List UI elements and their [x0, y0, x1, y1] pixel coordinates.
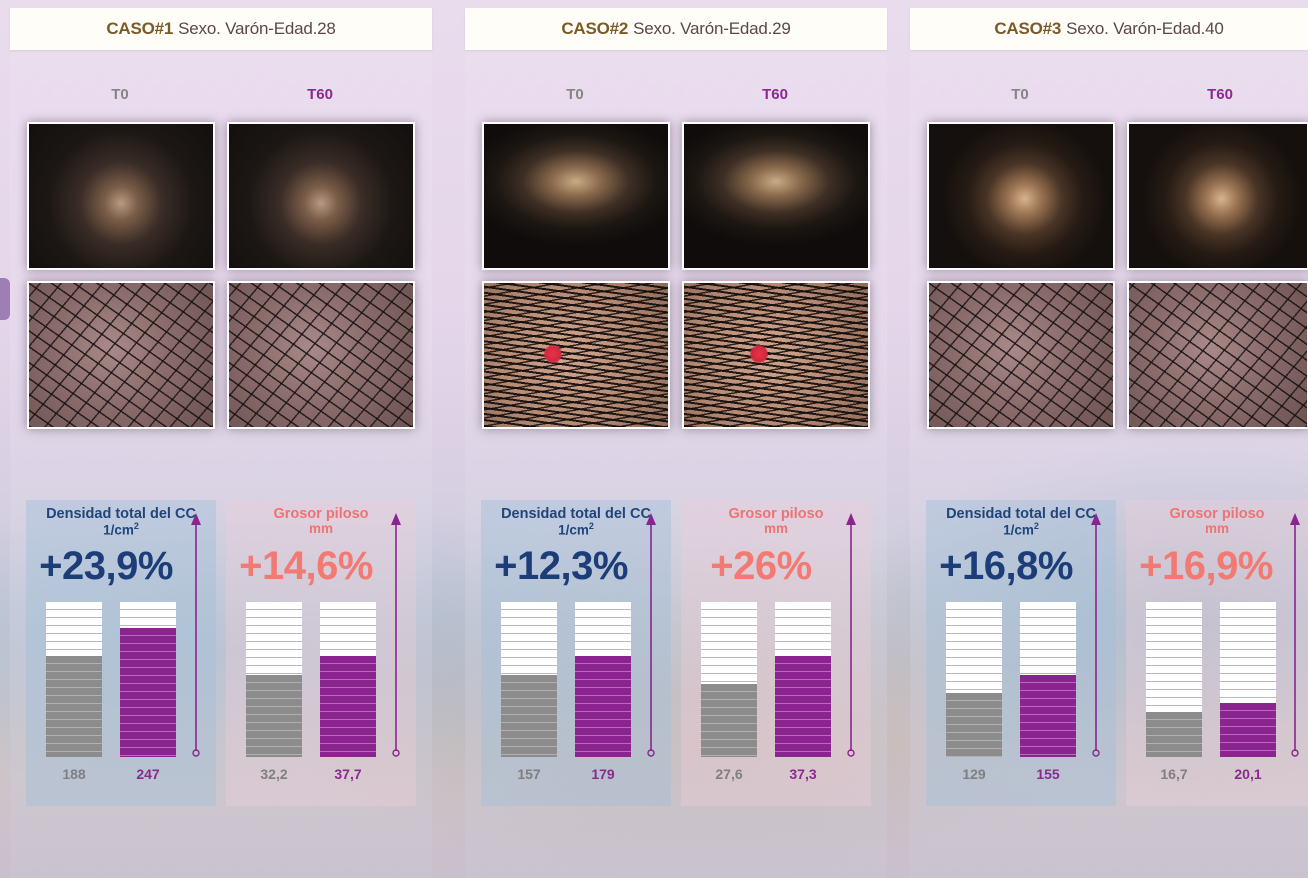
marker-dot — [544, 345, 562, 363]
trichoscopy-photo-t0 — [27, 281, 215, 429]
thickness-bar-t0-fill — [1146, 712, 1202, 757]
case-id: CASO#3 — [994, 19, 1062, 38]
case-id: CASO#2 — [561, 19, 629, 38]
density-value-t0: 157 — [517, 766, 541, 782]
density-title: Densidad total del CC — [501, 506, 651, 522]
density-unit: 1/cm2 — [1003, 521, 1039, 538]
thickness-value-t60: 20,1 — [1234, 766, 1262, 782]
thickness-bar-t0 — [1146, 602, 1202, 757]
thickness-bar-t0 — [246, 602, 302, 757]
thickness-panel: Grosor piloso mm +14,6% 32,2 37,7 — [226, 500, 416, 806]
trichoscopy-photo-t0 — [482, 281, 670, 429]
thickness-change: +16,9% — [1139, 544, 1273, 588]
thickness-bar-t0-fill — [701, 684, 757, 757]
density-bar-t60-fill — [575, 656, 631, 757]
thickness-title: Grosor piloso — [1169, 506, 1265, 522]
thickness-unit: mm — [308, 521, 333, 536]
marker-dot — [750, 345, 768, 363]
thickness-change: +26% — [710, 544, 812, 588]
increase-arrow-icon — [391, 513, 401, 757]
density-panel: Densidad total del CC 1/cm2 +16,8% 129 1… — [926, 500, 1116, 806]
thickness-unit: mm — [763, 521, 788, 536]
scalp-top-photo-t60 — [1127, 122, 1308, 270]
case-header: CASO#1 Sexo. Varón-Edad.28 — [10, 8, 432, 50]
thickness-bar-t60-fill — [320, 656, 376, 757]
case-id: CASO#1 — [106, 19, 174, 38]
increase-arrow-icon — [846, 513, 856, 757]
case-description: Sexo. Varón-Edad.40 — [1066, 19, 1224, 38]
increase-arrow-icon — [646, 513, 656, 757]
density-bar-t0 — [946, 602, 1002, 757]
scalp-top-photo-t0 — [482, 122, 670, 270]
thickness-bar-t0-fill — [246, 674, 302, 757]
t60-label: T60 — [1207, 86, 1233, 103]
case-card-1: CASO#1 Sexo. Varón-Edad.28 T0 T60 Densid… — [10, 8, 432, 878]
scalp-top-photo-t0 — [27, 122, 215, 270]
density-panel: Densidad total del CC 1/cm2 +23,9% 188 2… — [26, 500, 216, 806]
trichoscopy-photo-t0 — [927, 281, 1115, 429]
density-bar-t60 — [120, 602, 176, 757]
density-panel: Densidad total del CC 1/cm2 +12,3% 157 1… — [481, 500, 671, 806]
density-title: Densidad total del CC — [46, 506, 196, 522]
case-description: Sexo. Varón-Edad.28 — [178, 19, 336, 38]
trichoscopy-photo-t60 — [227, 281, 415, 429]
thickness-value-t60: 37,3 — [789, 766, 817, 782]
trichoscopy-photo-t60 — [682, 281, 870, 429]
side-tab-marker — [0, 278, 10, 320]
t0-label: T0 — [566, 86, 584, 103]
density-bar-t60-fill — [120, 628, 176, 757]
density-bar-t60-fill — [1020, 674, 1076, 757]
thickness-change: +14,6% — [239, 544, 373, 588]
t0-label: T0 — [1011, 86, 1029, 103]
thickness-title: Grosor piloso — [728, 506, 824, 522]
density-bar-t60 — [575, 602, 631, 757]
density-change: +16,8% — [939, 544, 1073, 588]
increase-arrow-icon — [1091, 513, 1101, 757]
case-header: CASO#3 Sexo. Varón-Edad.40 — [910, 8, 1308, 50]
density-bar-t0 — [46, 602, 102, 757]
case-header: CASO#2 Sexo. Varón-Edad.29 — [465, 8, 887, 50]
thickness-bar-t60 — [320, 602, 376, 757]
t60-label: T60 — [307, 86, 333, 103]
thickness-bar-t60 — [1220, 602, 1276, 757]
density-value-t60: 247 — [136, 766, 160, 782]
density-unit: 1/cm2 — [103, 521, 139, 538]
thickness-value-t60: 37,7 — [334, 766, 362, 782]
thickness-bar-t60-fill — [775, 656, 831, 757]
thickness-bar-t60 — [775, 602, 831, 757]
thickness-bar-t60-fill — [1220, 702, 1276, 757]
density-bar-t0-fill — [46, 656, 102, 757]
thickness-unit: mm — [1204, 521, 1229, 536]
density-value-t60: 179 — [591, 766, 615, 782]
case-description: Sexo. Varón-Edad.29 — [633, 19, 791, 38]
density-value-t60: 155 — [1036, 766, 1060, 782]
density-change: +12,3% — [494, 544, 628, 588]
increase-arrow-icon — [191, 513, 201, 757]
trichoscopy-photo-t60 — [1127, 281, 1308, 429]
density-change: +23,9% — [39, 544, 173, 588]
case-card-3: CASO#3 Sexo. Varón-Edad.40 T0 T60 Densid… — [910, 8, 1308, 878]
density-bar-t0-fill — [946, 693, 1002, 757]
density-value-t0: 129 — [962, 766, 986, 782]
thickness-value-t0: 16,7 — [1160, 766, 1188, 782]
scalp-top-photo-t60 — [227, 122, 415, 270]
density-bar-t0-fill — [501, 674, 557, 757]
scalp-top-photo-t0 — [927, 122, 1115, 270]
thickness-panel: Grosor piloso mm +16,9% 16,7 20,1 — [1126, 500, 1308, 806]
density-bar-t0 — [501, 602, 557, 757]
thickness-title: Grosor piloso — [273, 506, 369, 522]
increase-arrow-icon — [1290, 513, 1300, 757]
density-bar-t60 — [1020, 602, 1076, 757]
t60-label: T60 — [762, 86, 788, 103]
density-value-t0: 188 — [62, 766, 86, 782]
density-title: Densidad total del CC — [946, 506, 1096, 522]
t0-label: T0 — [111, 86, 129, 103]
thickness-value-t0: 32,2 — [260, 766, 288, 782]
density-unit: 1/cm2 — [558, 521, 594, 538]
scalp-top-photo-t60 — [682, 122, 870, 270]
thickness-panel: Grosor piloso mm +26% 27,6 37,3 — [681, 500, 871, 806]
case-card-2: CASO#2 Sexo. Varón-Edad.29 T0 T60 Densid… — [465, 8, 887, 878]
thickness-bar-t0 — [701, 602, 757, 757]
thickness-value-t0: 27,6 — [715, 766, 743, 782]
